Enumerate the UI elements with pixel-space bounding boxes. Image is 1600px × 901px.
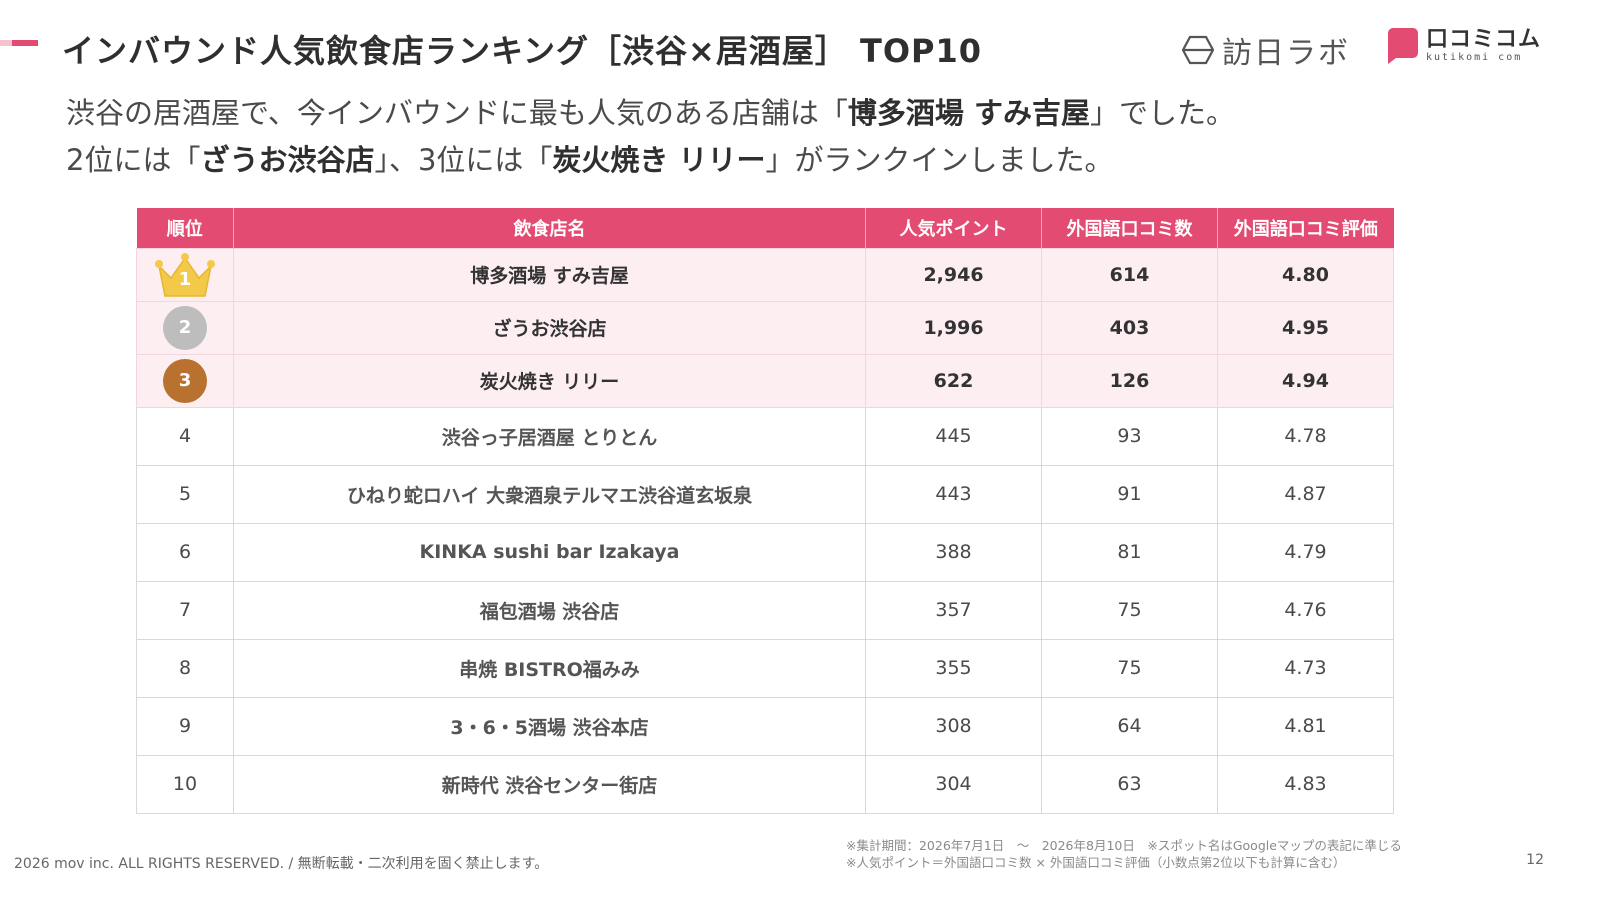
bronze-medal-icon: 3 xyxy=(163,358,207,403)
table-row: 9 3・6・5酒場 渋谷本店 308 64 4.81 xyxy=(136,696,1394,756)
kuchikomi-logo-subtext: kutikomi com xyxy=(1426,52,1523,63)
restaurant-name: 3・6・5酒場 渋谷本店 xyxy=(233,696,866,756)
lead-line-1: 渋谷の居酒屋で、今インバウンドに最も人気のある店舗は「博多酒場 すみ吉屋」でした… xyxy=(66,96,1235,130)
restaurant-name: 炭火焼き リリー xyxy=(233,353,866,408)
silver-medal-icon: 2 xyxy=(163,305,207,350)
lead-highlight-rank1: 博多酒場 すみ吉屋 xyxy=(847,96,1090,130)
rank-cell: 2 xyxy=(136,300,234,355)
restaurant-name: ざうお渋谷店 xyxy=(233,300,866,355)
table-row: 7 福包酒場 渋谷店 357 75 4.76 xyxy=(136,580,1394,640)
popularity-points: 443 xyxy=(865,464,1042,524)
review-rating: 4.95 xyxy=(1217,300,1394,355)
review-rating: 4.79 xyxy=(1217,522,1394,582)
review-count: 91 xyxy=(1041,464,1218,524)
table-row: 8 串焼 BISTRO福みみ 355 75 4.73 xyxy=(136,638,1394,698)
review-count: 126 xyxy=(1041,353,1218,408)
restaurant-name: 博多酒場 すみ吉屋 xyxy=(233,247,866,302)
table-row: 3 炭火焼き リリー 622 126 4.94 xyxy=(136,353,1394,408)
popularity-points: 445 xyxy=(865,406,1042,466)
footnote-period: ※集計期間：2026年7月1日 ～ 2026年8月10日 ※スポット名はGoog… xyxy=(846,838,1402,853)
header-restaurant-name: 飲食店名 xyxy=(233,208,866,248)
review-rating: 4.76 xyxy=(1217,580,1394,640)
table-row: 10 新時代 渋谷センター街店 304 63 4.83 xyxy=(136,754,1394,814)
table-row: 1 博多酒場 すみ吉屋 2,946 614 4.80 xyxy=(136,247,1394,302)
rank-number: 7 xyxy=(136,580,234,640)
restaurant-name: 福包酒場 渋谷店 xyxy=(233,580,866,640)
review-rating: 4.94 xyxy=(1217,353,1394,408)
footnote-formula: ※人気ポイント＝外国語口コミ数 × 外国語口コミ評価（小数点第2位以下も計算に含… xyxy=(846,855,1346,870)
rank-number: 10 xyxy=(136,754,234,814)
review-count: 75 xyxy=(1041,580,1218,640)
houmon-lab-logo: 訪日ラボ xyxy=(1182,28,1350,72)
popularity-points: 304 xyxy=(865,754,1042,814)
lead-text: 渋谷の居酒屋で、今インバウンドに最も人気のある店舗は「博多酒場 すみ吉屋」でした… xyxy=(66,90,1235,184)
houmon-lab-logo-text: 訪日ラボ xyxy=(1222,36,1350,71)
gold-crown-icon: 1 xyxy=(153,252,217,298)
restaurant-name: ひねり蛇ロハイ 大衆酒泉テルマエ渋谷道玄坂泉 xyxy=(233,464,866,524)
rank-number: 9 xyxy=(136,696,234,756)
popularity-points: 622 xyxy=(865,353,1042,408)
rank-cell: 1 xyxy=(136,247,234,302)
popularity-points: 2,946 xyxy=(865,247,1042,302)
rank-cell: 3 xyxy=(136,353,234,408)
review-count: 81 xyxy=(1041,522,1218,582)
kuchikomi-com-logo: 口コミコム kutikomi com xyxy=(1388,27,1542,64)
popularity-points: 1,996 xyxy=(865,300,1042,355)
rank-number: 8 xyxy=(136,638,234,698)
footnotes: ※集計期間：2026年7月1日 ～ 2026年8月10日 ※スポット名はGoog… xyxy=(846,837,1402,871)
review-rating: 4.83 xyxy=(1217,754,1394,814)
popularity-points: 308 xyxy=(865,696,1042,756)
lead-line-2: 2位には「ざうお渋谷店」、3位には「炭火焼き リリー」がランクインしました。 xyxy=(66,143,1114,177)
review-count: 63 xyxy=(1041,754,1218,814)
restaurant-name: 串焼 BISTRO福みみ xyxy=(233,638,866,698)
review-rating: 4.80 xyxy=(1217,247,1394,302)
review-count: 75 xyxy=(1041,638,1218,698)
review-count: 403 xyxy=(1041,300,1218,355)
rank-number: 6 xyxy=(136,522,234,582)
popularity-points: 355 xyxy=(865,638,1042,698)
review-rating: 4.73 xyxy=(1217,638,1394,698)
table-row: 4 渋谷っ子居酒屋 とりとん 445 93 4.78 xyxy=(136,406,1394,466)
popularity-points: 388 xyxy=(865,522,1042,582)
lead-highlight-rank3: 炭火焼き リリー xyxy=(552,143,766,177)
header-rank: 順位 xyxy=(136,208,234,248)
restaurant-name: 渋谷っ子居酒屋 とりとん xyxy=(233,406,866,466)
hexagon-logo-icon xyxy=(1182,35,1214,65)
popularity-points: 357 xyxy=(865,580,1042,640)
review-count: 614 xyxy=(1041,247,1218,302)
table-row: 5 ひねり蛇ロハイ 大衆酒泉テルマエ渋谷道玄坂泉 443 91 4.87 xyxy=(136,464,1394,524)
review-count: 93 xyxy=(1041,406,1218,466)
review-count: 64 xyxy=(1041,696,1218,756)
table-row: 6 KINKA sushi bar Izakaya 388 81 4.79 xyxy=(136,522,1394,582)
header-foreign-review-rating: 外国語口コミ評価 xyxy=(1217,208,1394,248)
review-rating: 4.81 xyxy=(1217,696,1394,756)
table-header-row: 順位 飲食店名 人気ポイント 外国語口コミ数 外国語口コミ評価 xyxy=(136,208,1394,248)
review-rating: 4.87 xyxy=(1217,464,1394,524)
speech-bubble-logo-icon xyxy=(1388,28,1418,64)
title-accent-bar xyxy=(0,40,38,46)
header-foreign-review-count: 外国語口コミ数 xyxy=(1041,208,1218,248)
copyright-text: 2026 mov inc. ALL RIGHTS RESERVED. / 無断転… xyxy=(14,856,549,872)
restaurant-name: 新時代 渋谷センター街店 xyxy=(233,754,866,814)
lead-highlight-rank2: ざうお渋谷店 xyxy=(200,143,375,177)
header-popularity-points: 人気ポイント xyxy=(865,208,1042,248)
kuchikomi-logo-text: 口コミコム xyxy=(1426,27,1542,52)
page-title: インバウンド人気飲食店ランキング［渋谷×居酒屋］ TOP10 xyxy=(62,32,983,70)
page-number: 12 xyxy=(1526,852,1544,868)
restaurant-name: KINKA sushi bar Izakaya xyxy=(233,522,866,582)
rank-number: 5 xyxy=(136,464,234,524)
ranking-table: 順位 飲食店名 人気ポイント 外国語口コミ数 外国語口コミ評価 1 博多酒場 xyxy=(136,208,1394,814)
review-rating: 4.78 xyxy=(1217,406,1394,466)
table-row: 2 ざうお渋谷店 1,996 403 4.95 xyxy=(136,300,1394,355)
rank-number: 1 xyxy=(178,268,192,290)
rank-number: 4 xyxy=(136,406,234,466)
